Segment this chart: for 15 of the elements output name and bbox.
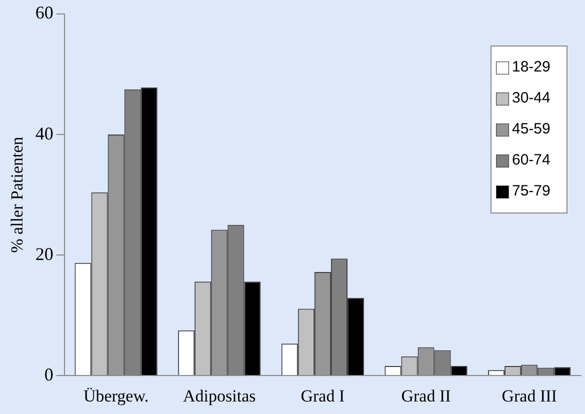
x-tick-label: Übergew. <box>83 386 149 406</box>
legend-label: 30-44 <box>512 90 550 107</box>
legend-label: 18-29 <box>512 58 550 76</box>
y-tick-label: 40 <box>35 123 54 144</box>
y-tick-label: 20 <box>35 244 54 264</box>
y-tick-label: 0 <box>44 364 54 384</box>
x-tick-label: Grad I <box>300 386 345 406</box>
x-tick-label: Grad III <box>502 386 558 406</box>
legend-label: 60-74 <box>512 152 550 169</box>
legend-label: 75-79 <box>512 182 550 200</box>
y-tick-label: 60 <box>35 2 54 23</box>
legend-label: 45-59 <box>512 120 550 138</box>
y-axis-title: % aller Patienten <box>8 136 27 253</box>
x-tick-label: Grad II <box>401 386 452 406</box>
x-tick-label: Adipositas <box>183 386 256 406</box>
